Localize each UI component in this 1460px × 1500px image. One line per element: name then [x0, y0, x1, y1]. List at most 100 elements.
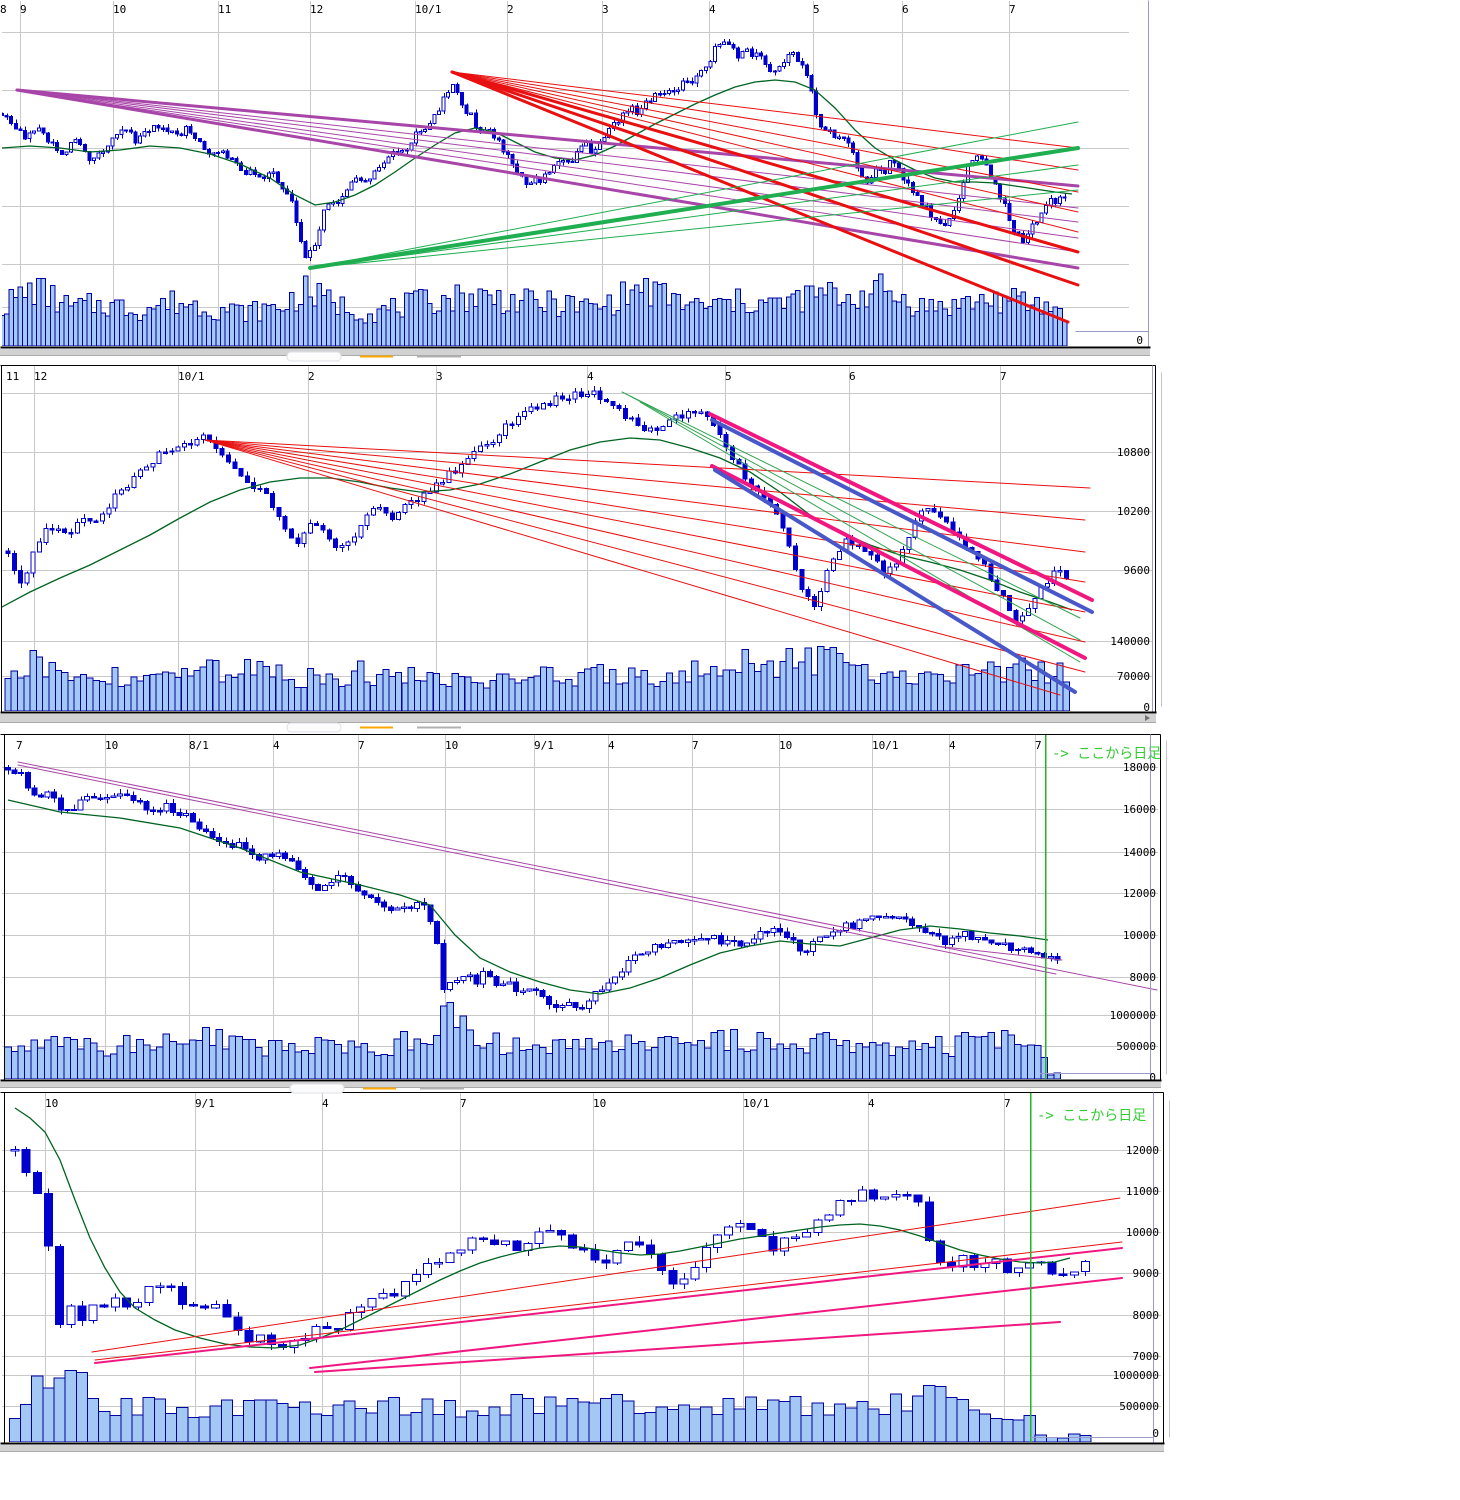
candle-up: [1025, 1262, 1035, 1269]
moving-average-line: [2, 437, 1073, 611]
candle-down: [244, 475, 250, 484]
candle-down: [464, 104, 469, 114]
volume-bar: [1043, 301, 1050, 346]
volume-bar: [928, 1047, 936, 1079]
y-tick-label: 1000000: [1110, 1009, 1156, 1022]
candle-up: [37, 541, 42, 553]
volume-bar: [4, 1046, 12, 1079]
x-tick-label: 10: [45, 1097, 58, 1110]
candle-down: [255, 854, 262, 861]
volume-bar: [808, 285, 815, 346]
candle-down: [348, 876, 355, 886]
candle-up: [100, 513, 105, 522]
candle-up: [450, 84, 455, 93]
candle-down: [57, 797, 64, 811]
volume-bar: [367, 313, 373, 346]
volume-bar: [528, 290, 534, 346]
volume-bar: [937, 301, 944, 346]
candle-up: [566, 1001, 572, 1007]
candle-up: [445, 1252, 455, 1264]
candle-down: [668, 1269, 678, 1285]
candle-down: [995, 942, 1001, 945]
volume-bar: [231, 676, 239, 711]
volume-bar: [26, 282, 33, 346]
candle-down: [133, 131, 138, 144]
h-scrollbar[interactable]: [0, 349, 1150, 355]
candle-up: [684, 939, 691, 944]
volume-bar: [96, 1050, 105, 1079]
volume-bar: [376, 673, 384, 711]
daily-from-here-annotation: -> ここから日足: [1052, 746, 1161, 762]
h-scrollbar[interactable]: [0, 1445, 1164, 1451]
volume-bar: [591, 1048, 600, 1079]
volume-bar: [388, 1396, 401, 1442]
volume-bar: [675, 293, 682, 346]
volume-bar: [218, 681, 226, 711]
volume-bar: [17, 286, 24, 346]
volume-bar: [432, 673, 441, 711]
volume-bar: [811, 1402, 824, 1442]
volume-bar: [864, 306, 870, 346]
candle-down: [489, 1239, 499, 1245]
volume-bar: [577, 671, 585, 711]
candle-up: [592, 991, 599, 1002]
volume-bar: [967, 1036, 976, 1079]
candle-up: [432, 114, 437, 124]
candle-down: [524, 175, 529, 186]
trendline-red: [451, 71, 1079, 171]
h-scrollbar[interactable]: [0, 1082, 1161, 1087]
volume-bar: [3, 313, 10, 346]
candle-down: [289, 193, 294, 202]
volume-bar: [533, 1413, 546, 1442]
volume-bar: [109, 301, 116, 346]
candle-up: [370, 507, 376, 516]
candle-down: [2, 113, 4, 116]
volume-bar: [362, 322, 369, 346]
chart-3-volume-series: [4, 1002, 1062, 1079]
volume-bar: [476, 682, 485, 711]
volume-bar: [312, 305, 318, 346]
candle-up: [18, 771, 25, 775]
candle-up: [529, 182, 533, 186]
trendline-pink: [314, 1321, 1061, 1373]
volume-bar: [229, 303, 235, 346]
volume-bar: [854, 665, 863, 711]
volume-bar: [1038, 313, 1045, 346]
candle-up: [411, 1273, 421, 1283]
volume-bar: [666, 1408, 679, 1442]
candle-down: [539, 990, 546, 998]
candle-up: [740, 50, 745, 59]
volume-bar: [13, 296, 19, 346]
volume-bar: [934, 1386, 947, 1442]
candle-down: [883, 169, 888, 174]
candle-up: [163, 803, 170, 812]
candle-down: [295, 860, 302, 870]
volume-bar: [294, 1051, 303, 1079]
volume-bar: [941, 1053, 950, 1079]
candle-down: [648, 100, 653, 103]
volume-bar: [445, 685, 453, 711]
candle-down: [1012, 220, 1016, 233]
volume-bar: [128, 312, 134, 346]
candle-up: [467, 1237, 477, 1251]
volume-bar: [758, 299, 764, 346]
volume-bar: [855, 1042, 864, 1079]
volume-bar: [962, 663, 970, 711]
volume-bar: [647, 305, 654, 346]
volume-bar: [247, 304, 254, 346]
volume-bar: [284, 308, 290, 346]
x-tick-label: 11: [218, 3, 231, 16]
volume-bar: [816, 1033, 824, 1079]
candle-up: [1057, 570, 1063, 573]
chart-4-volume-series: [8, 1369, 1092, 1442]
candle-down: [257, 174, 262, 178]
h-scrollbar[interactable]: [0, 714, 1156, 722]
candle-up: [453, 979, 460, 983]
volume-bar: [637, 1041, 646, 1079]
candle-down: [5, 767, 11, 771]
volume-bar: [241, 1038, 250, 1079]
scrollbar-right-arrow-icon[interactable]: [1145, 715, 1150, 721]
candle-up: [446, 470, 452, 484]
volume-bar: [735, 288, 741, 346]
candle-up: [339, 545, 345, 548]
